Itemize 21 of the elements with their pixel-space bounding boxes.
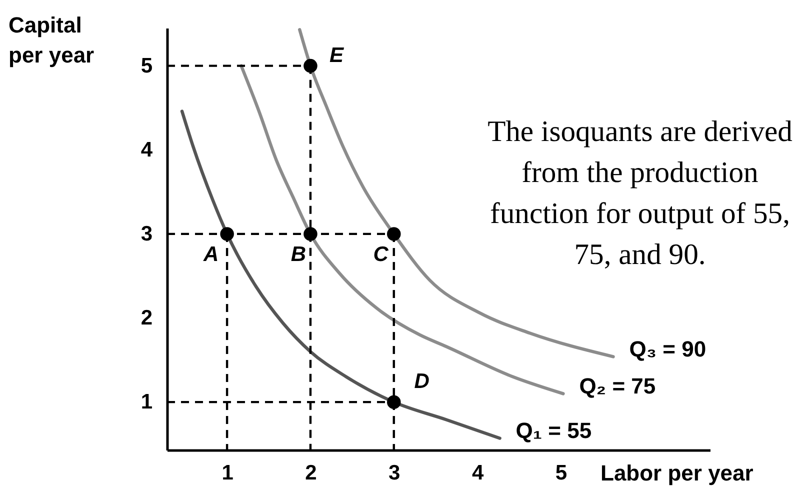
x-tick-label: 2 [305, 462, 317, 484]
series-label: Q₁ = 55 [516, 418, 592, 444]
y-tick-label: 5 [140, 54, 153, 78]
x-axis-title: Labor per year [600, 460, 754, 486]
annotation: C [373, 242, 390, 266]
x-tick-label: 4 [472, 462, 484, 484]
series-label: Q₂ = 75 [579, 374, 656, 399]
annotation: E [329, 44, 344, 67]
series-label: Q₃ = 90 [629, 336, 706, 362]
x-tick-label: 5 [555, 462, 568, 484]
annotation: A [202, 242, 219, 266]
annotation: B [290, 242, 306, 266]
y-tick-label: 2 [140, 306, 152, 330]
y-tick-label: 4 [140, 138, 153, 162]
y-tick-label: 3 [140, 222, 152, 246]
y-axis-title: Capital per year [8, 12, 95, 68]
x-tick-label: 3 [388, 462, 400, 484]
annotation: D [414, 370, 430, 394]
annotation: The isoquants are derived from the production function for output of 55, 75, and 90. [488, 116, 793, 271]
x-tick-label: 1 [222, 462, 234, 484]
y-tick-label: 1 [140, 390, 153, 414]
